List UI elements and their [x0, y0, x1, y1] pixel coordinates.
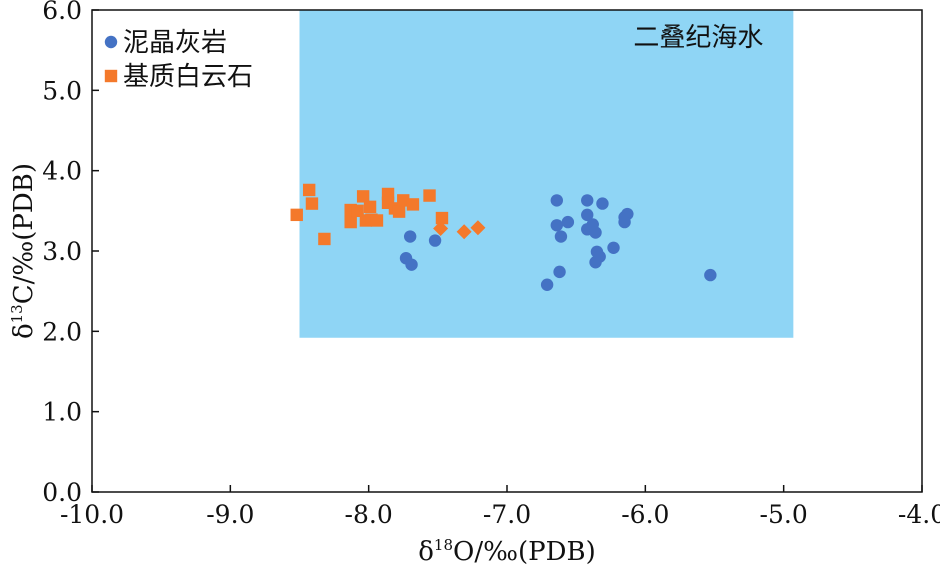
x-tick-label: -8.0: [345, 500, 393, 529]
point-micritic-limestone: [554, 230, 568, 243]
legend-marker-circle: [104, 35, 118, 49]
point-matrix-dolomite: [363, 200, 377, 214]
x-axis-title: δ18O/‰(PDB): [418, 536, 595, 567]
x-tick-label: -4.0: [898, 500, 940, 529]
point-micritic-limestone: [589, 226, 602, 239]
point-micritic-limestone: [540, 278, 554, 291]
y-tick-label: 0.0: [42, 478, 82, 507]
point-matrix-dolomite: [344, 215, 357, 229]
point-matrix-dolomite: [397, 194, 410, 207]
point-micritic-limestone: [553, 265, 566, 279]
legend-label: 泥晶灰岩: [123, 28, 227, 58]
point-micritic-limestone: [550, 219, 563, 232]
point-micritic-limestone: [607, 241, 620, 254]
data-points: [290, 183, 717, 291]
y-tick-label: 4.0: [42, 157, 82, 186]
point-diamond: [456, 224, 472, 240]
point-matrix-dolomite: [406, 198, 420, 211]
legend-label: 基质白云石: [123, 62, 253, 92]
point-matrix-dolomite: [290, 208, 303, 222]
point-diamond: [470, 220, 486, 236]
x-tick-label: -9.0: [206, 500, 254, 529]
point-matrix-dolomite: [370, 214, 384, 227]
x-tick-label: -5.0: [760, 500, 808, 529]
point-micritic-limestone: [550, 194, 563, 207]
point-micritic-limestone: [581, 194, 594, 207]
x-tick-label: -6.0: [621, 500, 669, 529]
point-micritic-limestone: [403, 230, 417, 243]
point-matrix-dolomite: [356, 190, 370, 203]
point-micritic-limestone: [618, 215, 631, 229]
x-tick-label: -10.0: [60, 500, 124, 529]
x-tick-label: -7.0: [483, 500, 531, 529]
point-matrix-dolomite: [435, 211, 449, 225]
axes: -10.0 -9.0 -8.0 -7.0 -6.0 -5.0 -4.0 0.0 1.0 2.0 3.…: [42, 0, 940, 529]
legend-marker-square: [104, 69, 118, 83]
point-diamond: [433, 221, 449, 237]
point-micritic-limestone: [589, 256, 602, 269]
point-micritic-limestone: [704, 268, 717, 282]
point-micritic-limestone: [428, 234, 442, 247]
y-tick-label: 1.0: [42, 398, 82, 427]
point-matrix-dolomite: [318, 232, 331, 246]
y-axis-title: δ13C/‰(PDB): [8, 163, 39, 339]
axis-titles: δ18O/‰(PDB) δ13C/‰(PDB): [8, 163, 596, 567]
point-micritic-limestone: [405, 258, 418, 271]
point-matrix-dolomite: [302, 183, 316, 197]
y-tick-label: 6.0: [42, 0, 82, 25]
point-micritic-limestone: [581, 208, 594, 222]
point-matrix-dolomite: [305, 197, 319, 210]
point-matrix-dolomite: [351, 204, 364, 218]
point-micritic-limestone: [561, 215, 575, 229]
y-tick-label: 2.0: [42, 317, 82, 346]
region-label: 二叠纪海水: [633, 23, 763, 53]
point-matrix-dolomite: [392, 205, 406, 218]
point-matrix-dolomite: [423, 189, 436, 202]
y-tick-label: 5.0: [42, 76, 82, 105]
y-tick-label: 3.0: [42, 237, 82, 266]
point-micritic-limestone: [596, 197, 609, 210]
